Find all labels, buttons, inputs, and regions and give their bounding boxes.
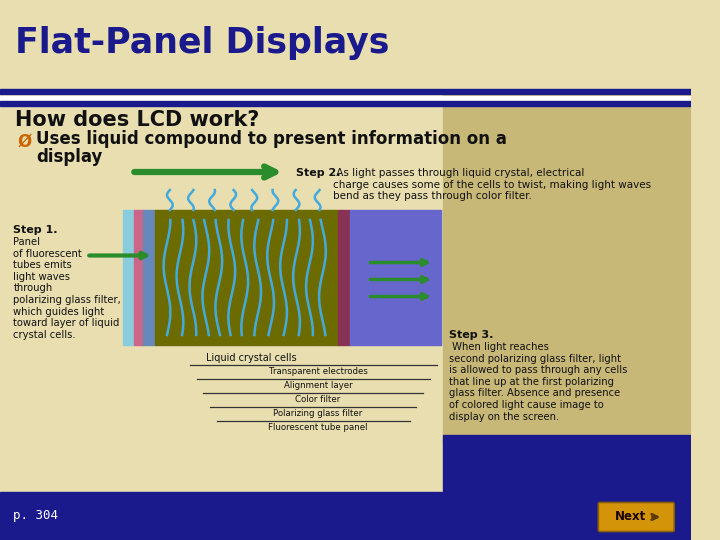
Text: Flat-Panel Displays: Flat-Panel Displays xyxy=(15,26,390,60)
Text: Step 1.: Step 1. xyxy=(14,225,58,235)
Bar xyxy=(135,210,143,345)
FancyBboxPatch shape xyxy=(598,503,674,531)
Text: Ø: Ø xyxy=(17,133,32,151)
Text: Transparent electrodes: Transparent electrodes xyxy=(269,367,368,376)
Text: Next: Next xyxy=(615,510,647,523)
Text: As light passes through liquid crystal, electrical
charge causes some of the cel: As light passes through liquid crystal, … xyxy=(333,168,651,201)
Text: Polarizing glass filter: Polarizing glass filter xyxy=(274,409,363,418)
Text: display: display xyxy=(37,148,103,166)
Text: Panel
of fluorescent
tubes emits
light waves
through
polarizing glass filter,
wh: Panel of fluorescent tubes emits light w… xyxy=(14,237,121,340)
Text: p. 304: p. 304 xyxy=(14,510,58,523)
Text: When light reaches
second polarizing glass filter, light
is allowed to pass thro: When light reaches second polarizing gla… xyxy=(449,342,628,422)
Bar xyxy=(338,210,350,345)
Bar xyxy=(350,210,441,345)
Text: Uses liquid compound to present information on a: Uses liquid compound to present informat… xyxy=(37,130,508,148)
Bar xyxy=(444,435,691,540)
Bar xyxy=(0,0,691,92)
Bar xyxy=(0,96,691,100)
Bar xyxy=(0,89,691,94)
Text: Step 3.: Step 3. xyxy=(449,330,493,340)
Bar xyxy=(0,492,691,540)
Bar xyxy=(156,210,338,345)
Text: Color filter: Color filter xyxy=(295,395,341,404)
Bar xyxy=(143,210,156,345)
Text: Step 2.: Step 2. xyxy=(296,168,340,178)
Text: Liquid crystal cells: Liquid crystal cells xyxy=(206,353,297,363)
Text: How does LCD work?: How does LCD work? xyxy=(15,110,260,130)
Bar xyxy=(0,101,691,106)
Text: Fluorescent tube panel: Fluorescent tube panel xyxy=(269,423,368,432)
Bar xyxy=(123,210,135,345)
Bar xyxy=(444,90,691,445)
Text: Alignment layer: Alignment layer xyxy=(284,381,352,390)
